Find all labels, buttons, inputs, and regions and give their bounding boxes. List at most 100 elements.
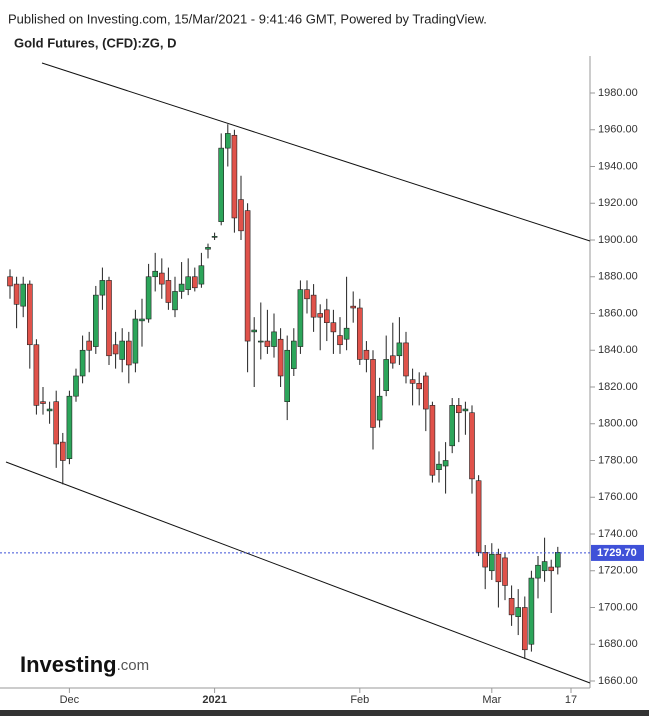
candle-body: [178, 283, 185, 292]
candle-body: [337, 335, 343, 346]
candle-body: [192, 276, 198, 289]
candle-body: [350, 305, 357, 309]
upper-channel-line: [41, 62, 591, 242]
candle-body: [376, 395, 383, 421]
candle-body: [317, 313, 324, 318]
y-tick-label: 1660.00: [598, 675, 638, 687]
candle-body: [172, 291, 178, 311]
published-note: Published on Investing.com, 15/Mar/2021 …: [8, 11, 487, 26]
y-tick-label: 1840.00: [598, 344, 638, 356]
candle-body: [185, 276, 191, 290]
candle-body: [126, 340, 132, 366]
candle-body: [86, 340, 92, 351]
candle-body: [238, 199, 244, 232]
logo-suffix: .com: [117, 657, 150, 674]
candle-body: [515, 607, 522, 617]
candle-body: [79, 349, 86, 377]
y-tick-label: 1780.00: [598, 454, 638, 466]
candle-body: [356, 307, 363, 360]
candle-body: [535, 564, 541, 579]
y-tick-label: 1680.00: [598, 638, 638, 650]
candle-body: [218, 147, 224, 222]
candle-body: [20, 283, 27, 307]
candle-body: [304, 289, 310, 300]
candle-body: [310, 294, 317, 318]
candle-body: [251, 329, 257, 333]
candle-body: [46, 408, 53, 412]
candle-body: [429, 405, 436, 476]
candle-body: [370, 359, 376, 428]
candle-body: [93, 294, 99, 347]
candle-body: [225, 133, 231, 149]
candle-body: [482, 552, 489, 568]
candle-body: [409, 379, 416, 384]
candle-body: [363, 349, 370, 360]
bottom-bar: [0, 710, 649, 716]
candle-body: [7, 276, 13, 287]
candle-body: [99, 280, 106, 296]
candle-body: [416, 383, 423, 390]
candle-body: [33, 344, 40, 406]
candle-body: [211, 236, 218, 238]
candle-body: [442, 460, 449, 467]
candle-body: [152, 270, 158, 278]
logo: Investing.com: [20, 652, 149, 677]
candle-body: [40, 401, 46, 404]
candle-body: [541, 561, 548, 572]
candle-body: [396, 342, 403, 357]
candle-body: [422, 375, 429, 410]
candle-body: [59, 441, 66, 461]
x-tick-label: Dec: [60, 694, 80, 706]
last-price-label: 1729.70: [597, 547, 637, 559]
y-tick-label: 1980.00: [598, 87, 638, 99]
y-tick-label: 1900.00: [598, 234, 638, 246]
candle-body: [436, 463, 442, 470]
candle-body: [106, 280, 112, 357]
candle-body: [198, 265, 205, 285]
y-tick-label: 1740.00: [598, 528, 638, 540]
candle-body: [132, 318, 139, 364]
candle-body: [165, 280, 172, 303]
candle-body: [528, 577, 535, 645]
candle-body: [502, 557, 508, 586]
candle-body: [449, 405, 456, 447]
candle-body: [508, 598, 515, 616]
y-tick-label: 1860.00: [598, 307, 638, 319]
candle-body: [469, 412, 475, 480]
y-tick-label: 1760.00: [598, 491, 638, 503]
candle-body: [159, 272, 165, 285]
candle-body: [284, 349, 291, 403]
candle-body: [112, 344, 119, 355]
candle-body: [13, 283, 20, 305]
candle-body: [495, 553, 502, 583]
candle-body: [231, 134, 238, 219]
candle-body: [244, 210, 251, 342]
candle-body: [475, 480, 482, 553]
y-tick-label: 1820.00: [598, 381, 638, 393]
candle-body: [455, 405, 462, 414]
candle-body: [297, 289, 304, 347]
candle-body: [257, 340, 264, 343]
x-tick-label: 2021: [202, 694, 226, 706]
candle-body: [389, 355, 396, 364]
candle-body: [53, 401, 60, 445]
candle-body: [139, 318, 145, 322]
candle-body: [554, 552, 561, 568]
candle-body: [462, 408, 469, 412]
candle-body: [330, 322, 337, 333]
y-tick-label: 1940.00: [598, 160, 638, 172]
candle-body: [521, 607, 528, 651]
candle-body: [383, 359, 390, 391]
y-tick-label: 1960.00: [598, 124, 638, 136]
chart-title: Gold Futures, (CFD):ZG, D: [14, 35, 176, 50]
candle-body: [271, 331, 277, 347]
candle-body: [403, 342, 409, 377]
candle-body: [119, 340, 125, 360]
y-tick-label: 1880.00: [598, 271, 638, 283]
candle-body: [290, 340, 297, 369]
candle-body: [264, 340, 271, 347]
x-tick-label: Mar: [482, 694, 501, 706]
y-tick-label: 1800.00: [598, 418, 638, 430]
candle-body: [73, 375, 79, 397]
